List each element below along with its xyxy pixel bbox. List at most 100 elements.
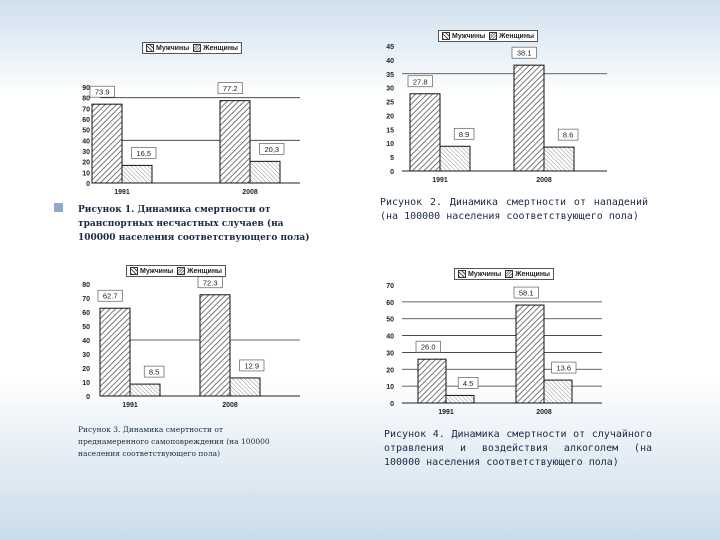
bar-chart-1: 0 10 20 30 40 50 60 70 80 90 73.9 16,5 1991 77.2 20,3 2…	[82, 82, 300, 196]
bar-men	[199, 294, 231, 397]
data-label: 12.9	[244, 361, 259, 370]
chart-legend: Мужчины Женщины	[126, 265, 227, 277]
legend-women-label: Женщины	[499, 32, 535, 40]
y-tick-label: 40	[82, 338, 90, 345]
legend-men-label: Мужчины	[452, 32, 486, 40]
data-label: 8.6	[563, 131, 573, 140]
bar-men	[409, 93, 441, 172]
data-label-box	[97, 289, 123, 302]
data-label: 62.7	[103, 292, 118, 301]
y-tick-label: 0	[390, 169, 394, 176]
figure-1-caption: Рисунок 1. Динамика смертности от трансп…	[78, 205, 310, 243]
y-tick-label: 0	[390, 401, 394, 408]
data-label: 16,5	[136, 149, 151, 158]
y-tick-label: 45	[386, 44, 394, 51]
y-tick-label: 10	[82, 170, 90, 177]
data-label-box	[131, 147, 157, 159]
data-label: 72.3	[203, 278, 218, 287]
bar-men	[99, 307, 131, 397]
men-swatch-icon	[130, 267, 138, 275]
y-tick-label: 10	[82, 380, 90, 387]
bullet-marker	[54, 203, 63, 212]
data-label: 8.9	[459, 130, 469, 139]
bar-women	[445, 394, 475, 404]
y-tick-label: 70	[82, 296, 90, 303]
y-tick-label: 80	[82, 282, 90, 289]
bar-chart-2: 0 5 10 15 20 25 30 35 40 45 27.8 8.9 1991 38.1 8.6 2008	[386, 44, 607, 184]
data-label-box	[453, 127, 475, 140]
data-label: 20,3	[264, 145, 279, 154]
data-label: 73.9	[95, 88, 110, 97]
x-tick-label: 1991	[432, 177, 448, 184]
x-tick-label: 2008	[536, 177, 552, 184]
data-label-box	[143, 365, 165, 378]
y-tick-label: 30	[82, 352, 90, 359]
chart-panel-1: Мужчины Женщины 0 10 20 30 40 50 60 70 80 90 73.9 1…	[60, 36, 320, 201]
men-swatch-icon	[146, 44, 154, 52]
chart-panel-4: Мужчины Женщины 0 10 20 30 40 50 60 70 26.0 4.5 19…	[372, 264, 632, 416]
data-label-box	[197, 276, 223, 289]
legend-men-label: Мужчины	[156, 44, 190, 52]
women-swatch-icon	[193, 44, 202, 52]
data-label: 27.8	[413, 77, 428, 86]
y-tick-label: 40	[386, 58, 394, 65]
y-tick-label: 40	[386, 334, 394, 341]
data-label-box	[239, 359, 265, 372]
women-swatch-icon	[177, 267, 186, 275]
y-tick-label: 40	[82, 138, 90, 145]
y-tick-label: 80	[82, 96, 90, 103]
y-tick-label: 20	[386, 113, 394, 120]
y-tick-label: 25	[386, 100, 394, 107]
y-tick-label: 70	[386, 283, 394, 290]
y-tick-label: 50	[82, 324, 90, 331]
y-tick-label: 5	[390, 155, 394, 162]
women-swatch-icon	[489, 32, 498, 40]
y-tick-label: 60	[82, 117, 90, 124]
chart-legend: Мужчины Женщины	[142, 42, 243, 54]
x-tick-label: 1991	[114, 189, 130, 196]
data-label-box	[557, 128, 579, 141]
legend-women-label: Женщины	[203, 44, 239, 52]
y-tick-label: 30	[82, 149, 90, 156]
chart-legend: Мужчины Женщины	[454, 268, 555, 280]
data-label-box	[513, 286, 539, 299]
legend-men-label: Мужчины	[468, 270, 502, 278]
figure-3-caption: Рисунок 3. Динамика смертности от предна…	[78, 425, 270, 458]
y-tick-label: 30	[386, 350, 394, 357]
data-label-box	[457, 377, 479, 389]
data-label-box	[217, 82, 243, 94]
bar-women	[229, 377, 261, 397]
y-tick-label: 30	[386, 86, 394, 93]
data-label-box	[511, 46, 537, 59]
data-label-box	[407, 75, 433, 88]
y-tick-label: 60	[386, 300, 394, 307]
x-tick-label: 2008	[242, 189, 258, 196]
bar-men	[515, 304, 545, 404]
y-tick-label: 90	[82, 85, 90, 92]
data-label: 38.1	[517, 49, 532, 58]
bar-women	[439, 145, 471, 172]
y-tick-label: 10	[386, 384, 394, 391]
chart-legend: Мужчины Женщины	[438, 30, 539, 42]
data-label-box	[415, 340, 441, 353]
bar-men	[513, 64, 545, 172]
y-tick-label: 0	[86, 181, 90, 188]
men-swatch-icon	[458, 270, 466, 278]
y-tick-label: 35	[386, 72, 394, 79]
data-label: 58.1	[519, 289, 534, 298]
y-tick-label: 70	[82, 106, 90, 113]
figure-2-caption: Рисунок 2. Динамика смертности от нападе…	[380, 197, 648, 222]
bar-men	[417, 358, 447, 404]
legend-women-label: Женщины	[187, 267, 223, 275]
chart-panel-3: Мужчины Женщины 0 10 20 30 40 50 60 70 80 62.7 8.5…	[60, 262, 315, 414]
bar-women	[249, 160, 281, 184]
x-tick-label: 1991	[122, 402, 138, 409]
data-label-box	[89, 85, 115, 98]
legend-men-label: Мужчины	[140, 267, 174, 275]
legend-women-label: Женщины	[515, 270, 551, 278]
bar-women	[543, 379, 573, 404]
y-tick-label: 0	[86, 394, 90, 401]
bar-men	[219, 100, 251, 184]
bar-chart-4: 0 10 20 30 40 50 60 70 26.0 4.5 1991 58.1 13.6 2008	[386, 283, 602, 416]
bar-chart-3: 0 10 20 30 40 50 60 70 80 62.7 8.5 1991 72.3 12.9 2008	[82, 276, 300, 409]
